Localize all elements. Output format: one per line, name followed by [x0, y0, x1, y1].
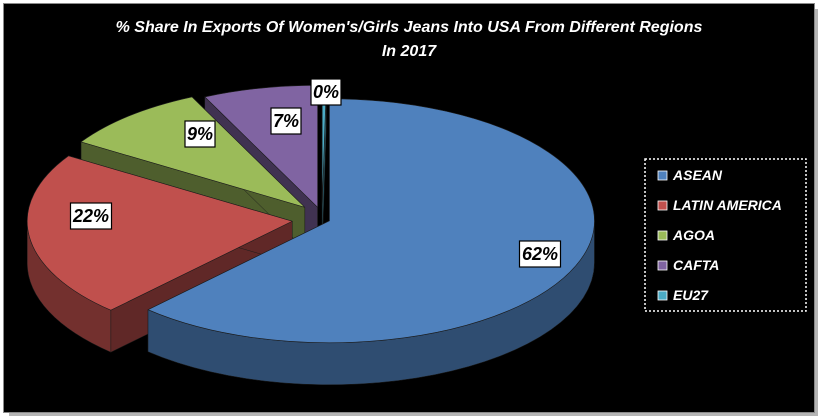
- pie-chart: % Share In Exports Of Women's/Girls Jean…: [26, 19, 807, 386]
- legend-item-asean: ASEAN: [657, 167, 723, 183]
- legend-label: EU27: [673, 287, 709, 303]
- legend-label: AGOA: [672, 227, 715, 243]
- data-label-cafta: 7%: [270, 107, 302, 135]
- data-label-text: 62%: [522, 244, 558, 264]
- data-label-latin-america: 22%: [69, 202, 113, 230]
- chart-subtitle: In 2017: [382, 43, 437, 60]
- data-label-eu27: 0%: [310, 78, 342, 106]
- legend: ASEAN LATIN AMERICA AGOA CAFTA EU27: [644, 158, 807, 312]
- legend-label: LATIN AMERICA: [673, 197, 782, 213]
- legend-item-agoa: AGOA: [657, 227, 715, 243]
- chart-title: % Share In Exports Of Women's/Girls Jean…: [116, 19, 703, 36]
- legend-swatch: [657, 260, 668, 271]
- legend-swatch: [657, 290, 668, 301]
- pie-slice-asean: [147, 98, 595, 386]
- legend-box: [644, 158, 807, 312]
- frame-shadow-bottom: [9, 412, 818, 416]
- pie-slices: [26, 83, 595, 386]
- legend-label: ASEAN: [672, 167, 723, 183]
- data-label-asean: 62%: [518, 240, 562, 268]
- legend-swatch: [657, 200, 668, 211]
- legend-swatch: [657, 230, 668, 241]
- legend-label: CAFTA: [673, 257, 719, 273]
- data-label-text: 22%: [72, 206, 109, 226]
- data-label-text: 9%: [187, 124, 213, 144]
- chart-frame: % Share In Exports Of Women's/Girls Jean…: [3, 3, 815, 413]
- frame-shadow-right: [814, 9, 818, 413]
- legend-item-eu27: EU27: [657, 287, 709, 303]
- legend-swatch: [657, 170, 668, 181]
- legend-item-latin-america: LATIN AMERICA: [657, 197, 782, 213]
- data-label-text: 7%: [273, 111, 299, 131]
- legend-item-cafta: CAFTA: [657, 257, 719, 273]
- data-label-text: 0%: [313, 82, 339, 102]
- data-label-agoa: 9%: [184, 120, 216, 148]
- data-labels: 62% 22% 9% 7% 0%: [69, 78, 562, 268]
